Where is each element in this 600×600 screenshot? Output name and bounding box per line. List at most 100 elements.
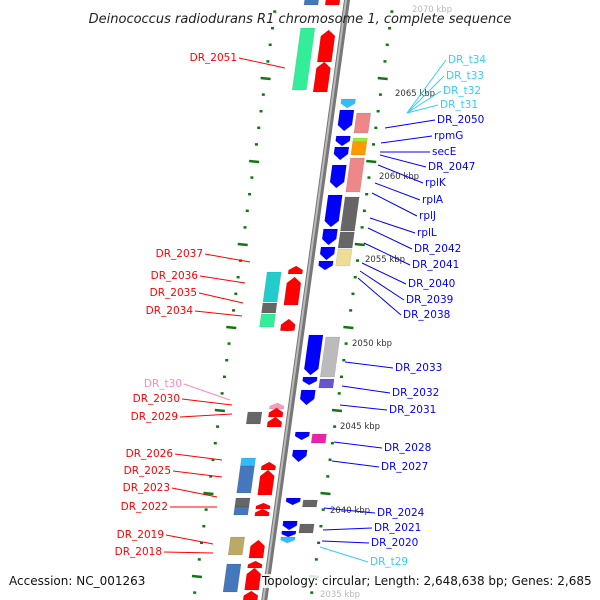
feature-label[interactable]: DR_2047 (428, 161, 475, 173)
feature-block[interactable] (310, 433, 327, 444)
feature-label[interactable]: DR_2051 (190, 52, 237, 64)
feature-label[interactable]: DR_2022 (121, 501, 168, 513)
feature-label[interactable]: DR_2018 (115, 546, 162, 558)
feature-block[interactable] (302, 499, 318, 508)
gene-arrow[interactable] (319, 246, 336, 261)
feature-label[interactable]: DR_2025 (124, 465, 171, 477)
feature-label[interactable]: DR_t32 (443, 85, 481, 97)
gene-arrow[interactable] (242, 590, 259, 600)
feature-label[interactable]: DR_2027 (381, 461, 428, 473)
feature-block[interactable] (259, 313, 276, 328)
gene-arrow[interactable] (279, 329, 295, 332)
feature-label[interactable]: DR_2034 (146, 305, 194, 317)
gene-arrow[interactable] (318, 260, 334, 271)
gene-arrow[interactable] (280, 536, 296, 544)
feature-label[interactable]: DR_2029 (131, 411, 178, 423)
gene-arrow[interactable] (316, 29, 336, 63)
feature-label[interactable]: DR_2032 (392, 387, 439, 399)
gene-arrow[interactable] (287, 265, 303, 275)
feature-label[interactable]: rplL (417, 227, 437, 239)
feature-label[interactable]: DR_t30 (144, 378, 182, 390)
feature-label[interactable]: DR_2040 (408, 278, 455, 290)
feature-label[interactable]: DR_t34 (448, 54, 486, 66)
gene-arrow[interactable] (312, 61, 331, 93)
feature-label[interactable]: DR_2036 (151, 270, 199, 282)
feature-block[interactable] (236, 465, 255, 494)
gene-arrow[interactable] (340, 98, 356, 109)
feature-label[interactable]: DR_2020 (371, 537, 418, 549)
gene-arrow[interactable] (321, 228, 338, 246)
feature-block[interactable] (352, 137, 368, 143)
gene-arrow[interactable] (244, 567, 262, 591)
feature-label[interactable]: DR_2021 (374, 522, 421, 534)
gene-arrow[interactable] (268, 407, 284, 418)
gene-arrow[interactable] (257, 469, 275, 496)
feature-label[interactable]: DR_2035 (150, 287, 197, 299)
feature-block[interactable] (245, 411, 263, 425)
feature-block[interactable] (350, 141, 368, 156)
feature-block[interactable] (262, 271, 282, 303)
feature-block[interactable] (234, 497, 251, 508)
gene-arrow[interactable] (282, 520, 298, 531)
feature-label[interactable]: DR_t29 (370, 556, 408, 568)
feature-block[interactable] (303, 0, 320, 6)
gene-arrow[interactable] (247, 560, 263, 569)
feature-label[interactable]: DR_t31 (440, 99, 478, 111)
feature-block[interactable] (261, 302, 278, 314)
feature-label[interactable]: DR_2023 (123, 482, 170, 494)
feature-label[interactable]: DR_t33 (446, 70, 484, 82)
gene-arrow[interactable] (260, 461, 276, 471)
feature-block[interactable] (345, 157, 365, 193)
gene-arrow[interactable] (303, 334, 324, 376)
gene-arrow[interactable] (324, 194, 343, 228)
feature-block[interactable] (335, 248, 353, 267)
gene-arrow[interactable] (335, 135, 351, 147)
feature-block[interactable] (337, 231, 355, 249)
gene-arrow[interactable] (291, 449, 308, 463)
feature-label[interactable]: rplA (422, 194, 444, 206)
gene-arrow[interactable] (285, 497, 301, 506)
feature-label[interactable]: DR_2041 (412, 259, 459, 271)
feature-label[interactable]: rplK (425, 177, 447, 189)
feature-block[interactable] (353, 112, 372, 134)
feature-label[interactable]: DR_2026 (126, 448, 174, 460)
feature-label[interactable]: DR_2039 (406, 294, 453, 306)
feature-label[interactable]: DR_2042 (414, 243, 461, 255)
feature-label[interactable]: DR_2033 (395, 362, 442, 374)
feature-block[interactable] (227, 536, 246, 556)
gene-arrow[interactable] (255, 502, 271, 510)
gene-arrow[interactable] (333, 146, 350, 161)
gene-arrow[interactable] (280, 318, 296, 331)
feature-label[interactable]: DR_2030 (133, 393, 180, 405)
gene-arrow[interactable] (337, 109, 355, 132)
feature-block[interactable] (233, 506, 250, 516)
feature-label[interactable]: DR_2019 (117, 529, 164, 541)
gene-arrow[interactable] (299, 389, 316, 406)
gene-arrow[interactable] (281, 530, 297, 538)
gene-arrow[interactable] (266, 416, 283, 428)
feature-block[interactable] (318, 378, 335, 389)
feature-block[interactable] (340, 196, 360, 232)
gene-arrow[interactable] (254, 508, 270, 517)
feature-label[interactable]: DR_2037 (156, 248, 203, 260)
feature-label[interactable]: DR_2028 (384, 442, 431, 454)
label-leader-line (374, 182, 421, 201)
feature-label[interactable]: DR_2050 (437, 114, 484, 126)
feature-block[interactable] (319, 336, 341, 378)
gene-arrow[interactable] (302, 376, 318, 386)
feature-block[interactable] (298, 523, 315, 534)
feature-label[interactable]: DR_2024 (377, 507, 425, 519)
feature-block[interactable] (324, 0, 341, 6)
feature-label[interactable]: DR_2038 (403, 309, 450, 321)
feature-label[interactable]: rplJ (419, 210, 436, 222)
feature-block[interactable] (240, 457, 256, 467)
feature-label[interactable]: rpmG (434, 130, 463, 142)
gene-arrow[interactable] (294, 431, 310, 441)
feature-block[interactable] (291, 27, 316, 91)
feature-label[interactable]: DR_2031 (389, 404, 436, 416)
gene-arrow[interactable] (329, 164, 347, 189)
gene-arrow[interactable] (283, 276, 302, 306)
feature-label[interactable]: secE (432, 146, 456, 158)
gene-arrow[interactable] (248, 539, 265, 559)
feature-block[interactable] (222, 563, 242, 593)
